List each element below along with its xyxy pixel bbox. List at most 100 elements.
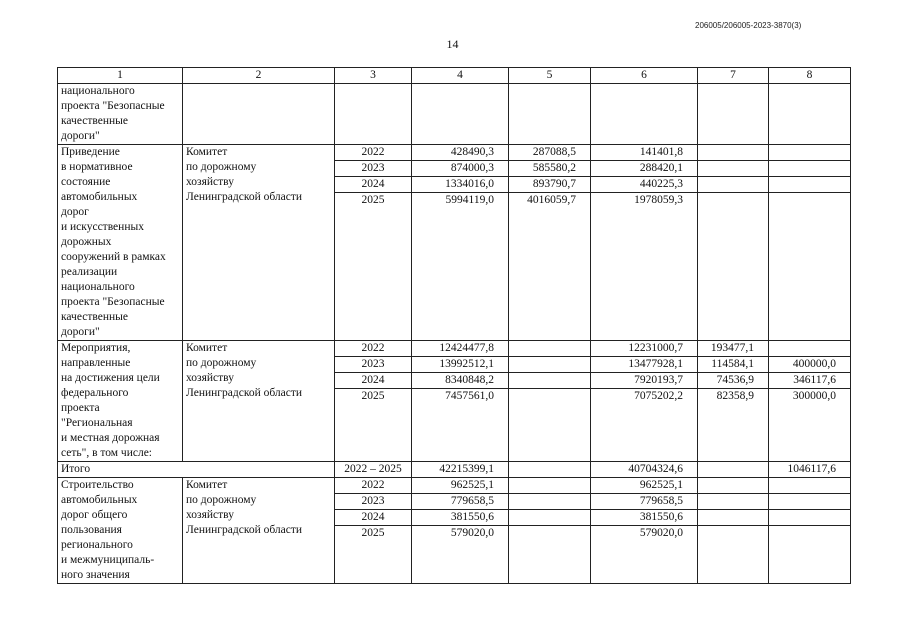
text-line: Ленинградской области [186, 387, 303, 399]
amount-cell [697, 476, 769, 495]
table-row: 2024 8340848,2 7920193,7 74536,9 346117,6 [58, 372, 851, 389]
text-line: дорог [61, 206, 89, 218]
text-line: и межмуниципаль- [61, 554, 155, 566]
table-row: национального проекта "Безопасные качестве… [57, 83, 851, 145]
text-line: национального [61, 281, 135, 293]
amount-cell: 13992512,1 [411, 356, 509, 373]
column-header: 2 [182, 67, 335, 84]
year-cell: 2023 [334, 356, 412, 373]
amount-cell [768, 525, 851, 584]
amount-cell: 300000,0 [768, 388, 851, 462]
amount-cell: 13477928,1 [590, 356, 698, 373]
amount-cell: 114584,1 [697, 356, 769, 373]
table-row: 2025 7457561,0 7075202,2 82358,9 300000,0 [58, 388, 851, 462]
amount-cell: 346117,6 [768, 372, 851, 389]
text-line: Комитет [186, 342, 228, 354]
empty-cell [411, 83, 509, 145]
empty-cell [334, 83, 412, 145]
empty-cell [182, 83, 335, 145]
year-cell: 2024 [334, 509, 412, 527]
table-row: Строительство автомобильных дорог общего по… [57, 476, 851, 584]
amount-cell: 141401,8 [590, 144, 698, 161]
empty-cell [768, 83, 851, 145]
year-cell: 2025 [334, 525, 412, 584]
column-header: 6 [590, 67, 698, 84]
amount-cell: 585580,2 [508, 160, 591, 177]
amount-cell: 42215399,1 [411, 461, 509, 478]
amount-cell: 5994119,0 [411, 192, 509, 341]
text-line: хозяйству [186, 372, 234, 384]
text-line: хозяйству [186, 509, 234, 521]
text-line: национального [61, 85, 135, 97]
text-line: Мероприятия, [61, 342, 131, 354]
text-line: автомобильных [61, 191, 138, 203]
amount-cell: 440225,3 [590, 176, 698, 193]
year-cell: 2023 [334, 160, 412, 177]
amount-cell: 1046117,6 [768, 461, 851, 478]
amount-cell [697, 176, 769, 193]
year-cell: 2022 [334, 476, 412, 495]
amount-cell [508, 356, 591, 373]
amount-cell: 7920193,7 [590, 372, 698, 389]
text-line: проекта [61, 402, 100, 414]
amount-cell: 193477,1 [697, 340, 769, 357]
amount-cell [768, 509, 851, 527]
measure-name: Мероприятия, направленные на достижения це… [57, 340, 183, 462]
column-header: 4 [411, 67, 509, 84]
amount-cell [697, 192, 769, 341]
column-header: 8 [768, 67, 851, 84]
amount-cell: 74536,9 [697, 372, 769, 389]
amount-cell: 962525,1 [411, 476, 509, 495]
text-line: дороги" [61, 326, 100, 338]
year-cell: 2025 [334, 388, 412, 462]
text-line: сооружений в рамках [61, 251, 166, 263]
amount-cell [508, 461, 591, 478]
executor: Комитет по дорожному хозяйству Ленинградско… [182, 340, 335, 462]
amount-cell: 12231000,7 [590, 340, 698, 357]
total-row: Итого 2022 – 2025 42215399,1 40704324,6 1046… [57, 461, 851, 478]
table-row: 2024 381550,6 381550,6 [58, 509, 851, 527]
amount-cell [508, 476, 591, 495]
executor: Комитет по дорожному хозяйству Ленинградско… [182, 477, 335, 584]
amount-cell: 381550,6 [411, 509, 509, 527]
text-line: качественные [61, 115, 128, 127]
amount-cell: 893790,7 [508, 176, 591, 193]
text-line: проекта "Безопасные [61, 100, 165, 112]
year-cell: 2024 [334, 176, 412, 193]
amount-cell: 381550,6 [590, 509, 698, 527]
text-line: хозяйству [186, 176, 234, 188]
amount-cell: 779658,5 [411, 493, 509, 511]
amount-cell [768, 476, 851, 495]
year-cell: 2023 [334, 493, 412, 511]
year-cell: 2024 [334, 372, 412, 389]
amount-cell [768, 340, 851, 357]
amount-cell: 4016059,7 [508, 192, 591, 341]
text-line: качественные [61, 311, 128, 323]
amount-cell: 8340848,2 [411, 372, 509, 389]
table-row: Мероприятия, направленные на достижения це… [57, 340, 851, 462]
amount-cell [508, 372, 591, 389]
text-line: сеть", в том числе: [61, 447, 153, 459]
text-line: Комитет [186, 479, 228, 491]
text-line: реализации [61, 266, 118, 278]
empty-cell [508, 83, 591, 145]
text-line: Ленинградской области [186, 191, 303, 203]
text-line: Приведение [61, 146, 120, 158]
text-line: Ленинградской области [186, 524, 303, 536]
amount-cell: 874000,3 [411, 160, 509, 177]
text-line: дороги" [61, 130, 100, 142]
amount-cell [508, 509, 591, 527]
amount-cell [508, 525, 591, 584]
amount-cell [768, 144, 851, 161]
amount-cell [697, 461, 769, 478]
amount-cell: 40704324,6 [590, 461, 698, 478]
year-cell: 2022 [334, 340, 412, 357]
text-line: Строительство [61, 479, 134, 491]
amount-cell: 7075202,2 [590, 388, 698, 462]
executor: Комитет по дорожному хозяйству Ленинградско… [182, 144, 335, 341]
amount-cell [697, 160, 769, 177]
amount-cell: 962525,1 [590, 476, 698, 495]
amount-cell: 1334016,0 [411, 176, 509, 193]
text-line: ного значения [61, 569, 130, 581]
